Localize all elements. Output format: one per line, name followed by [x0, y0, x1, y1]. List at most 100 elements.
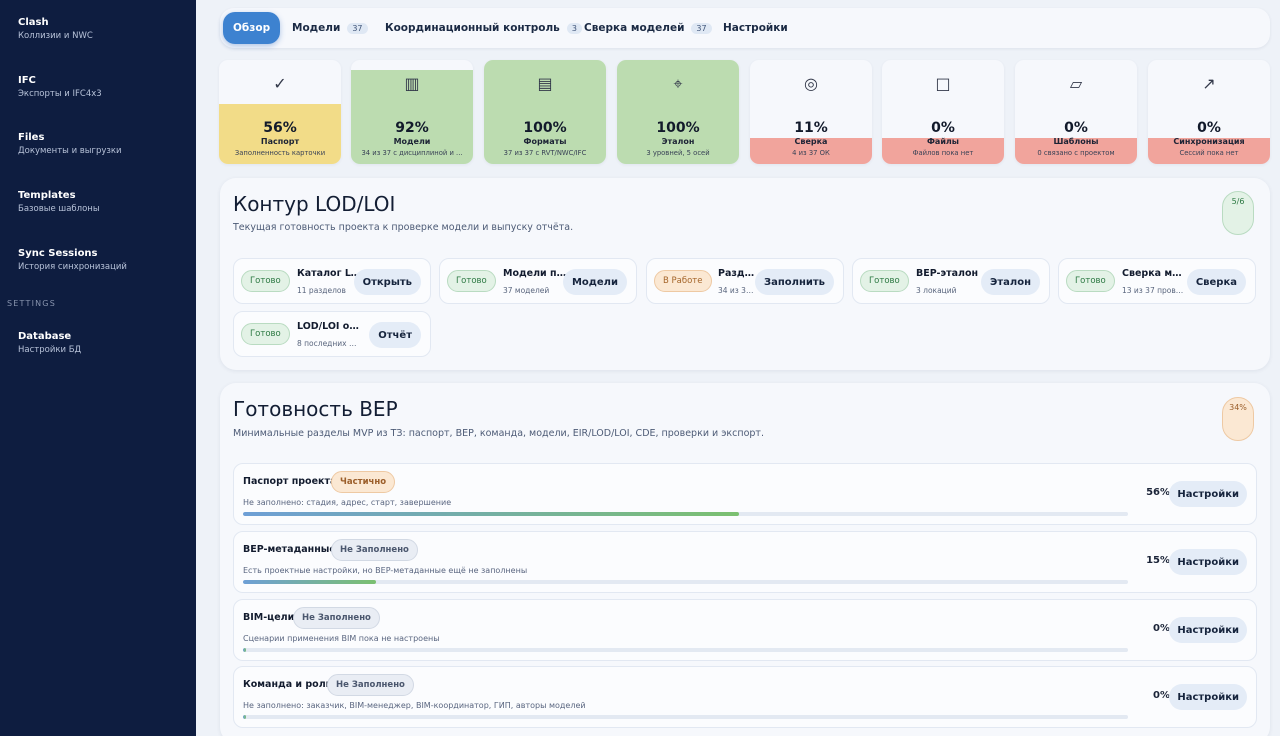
bep-row-bep-metadata: BEP-метаданные Не Заполнено Есть проектн…: [233, 531, 1257, 593]
status-badge: Готово: [860, 270, 909, 292]
lod-card-report: Готово LOD/LOI отчёт 8 последних проверо…: [233, 311, 431, 357]
bep-row-description: Не заполнено: стадия, адрес, старт, заве…: [243, 498, 452, 507]
lod-card-subtitle: 8 последних проверок: [297, 339, 361, 348]
stat-percent: 0%: [931, 120, 955, 136]
sidebar-item-subtitle: Документы и выгрузки: [18, 146, 122, 156]
sidebar-item-title: Sync Sessions: [18, 248, 98, 259]
bep-row-percent: 56%: [1146, 487, 1170, 498]
bep-row-title: Паспорт проекта: [243, 476, 337, 487]
stat-card-passport[interactable]: ✓ 56% Паспорт Заполненность карточки: [219, 60, 341, 164]
lod-card-models: Готово Модели проекта 37 моделей Модели: [439, 258, 637, 304]
stat-label: Файлы: [926, 137, 960, 146]
stat-card-models[interactable]: ▥ 92% Модели 34 из 37 с дисциплиной и ..…: [351, 60, 473, 164]
stat-label: Эталон: [661, 137, 695, 146]
lod-card-subtitle: 3 локаций: [916, 286, 957, 295]
stat-card-comparison[interactable]: ◎ 11% Сверка 4 из 37 ОК: [750, 60, 872, 164]
bep-row-percent: 0%: [1153, 623, 1170, 634]
lod-card-title: Каталог LOD/LOI: [297, 268, 361, 279]
tab-settings[interactable]: Настройки: [713, 12, 798, 44]
stat-card-reference[interactable]: ⌖ 100% Эталон 3 уровней, 5 осей: [617, 60, 739, 164]
bep-row-bim-goals: BIM-цели Не Заполнено Сценарии применени…: [233, 599, 1257, 661]
tab-model-comparison[interactable]: Сверка моделей 37: [574, 12, 722, 44]
settings-button[interactable]: Настройки: [1169, 684, 1247, 710]
stat-description: 3 уровней, 5 осей: [646, 149, 710, 157]
stat-percent: 100%: [523, 120, 567, 136]
stat-card-files[interactable]: □ 0% Файлы Файлов пока нет: [882, 60, 1004, 164]
progress-track: [243, 512, 1128, 516]
progress-track: [243, 648, 1128, 652]
sidebar-item-files[interactable]: Files Документы и выгрузки: [18, 131, 122, 157]
file-icon: □: [935, 74, 951, 93]
stat-card-bottom-fill: [1148, 138, 1270, 164]
open-button[interactable]: Открыть: [353, 269, 421, 295]
stat-card-templates[interactable]: ▱ 0% Шаблоны 0 связано с проектом: [1015, 60, 1137, 164]
stat-percent: 92%: [395, 120, 429, 136]
stat-percent: 11%: [794, 120, 828, 136]
settings-button[interactable]: Настройки: [1169, 481, 1247, 507]
status-badge: Готово: [447, 270, 496, 292]
stat-card-sync[interactable]: ↗ 0% Синхронизация Сессий пока нет: [1148, 60, 1270, 164]
template-icon: ▱: [1069, 74, 1083, 93]
stat-card-bottom-fill: [351, 70, 473, 164]
status-badge: Готово: [1066, 270, 1115, 292]
settings-button[interactable]: Настройки: [1169, 617, 1247, 643]
lod-progress-badge: 5/6: [1222, 191, 1254, 235]
sidebar-item-ifc[interactable]: IFC Экспорты и IFC4x3: [18, 74, 102, 100]
sidebar-item-title: Clash: [18, 17, 49, 28]
status-badge: Готово: [241, 270, 290, 292]
sidebar-item-subtitle: Настройки БД: [18, 345, 82, 355]
progress-track: [243, 715, 1128, 719]
models-button[interactable]: Модели: [562, 269, 627, 295]
sidebar-item-sync-sessions[interactable]: Sync Sessions История синхронизаций: [18, 247, 127, 273]
sync-arrow-icon: ↗: [1202, 74, 1216, 93]
lod-card-subtitle: 34 из 37 с разделом: [718, 286, 758, 295]
status-badge: Частично: [331, 471, 396, 493]
bep-row-title: BIM-цели: [243, 612, 295, 623]
comparison-button[interactable]: Сверка: [1186, 269, 1246, 295]
tab-label: Настройки: [723, 22, 788, 34]
formats-icon: ▤: [537, 74, 553, 93]
tab-overview[interactable]: Обзор: [223, 12, 281, 44]
sidebar-item-subtitle: Коллизии и NWC: [18, 31, 93, 41]
stat-card-bottom-fill: [484, 60, 606, 164]
sidebar-item-title: Files: [18, 132, 45, 143]
stat-description: 34 из 37 с дисциплиной и ...: [361, 149, 463, 157]
lod-card-title: BEP-эталон: [916, 268, 979, 279]
stat-label: Форматы: [523, 137, 567, 146]
sidebar-item-database[interactable]: Database Настройки БД: [18, 330, 81, 356]
lod-card-catalog: Готово Каталог LOD/LOI 11 разделов Откры…: [233, 258, 431, 304]
stat-card-bottom-fill: [219, 104, 341, 164]
tab-label: Координационный контроль: [385, 22, 560, 34]
report-button[interactable]: Отчёт: [369, 322, 421, 348]
sidebar-item-subtitle: Базовые шаблоны: [18, 204, 100, 214]
lod-loi-panel: Контур LOD/LOI Текущая готовность проект…: [220, 178, 1270, 370]
panel-title: Контур LOD/LOI: [233, 192, 396, 216]
tab-models[interactable]: Модели 37: [282, 12, 378, 44]
tab-bar: Обзор Модели 37 Координационный контроль…: [220, 8, 1270, 48]
lod-card-comparison: Готово Сверка моделей 13 из 37 проверено…: [1058, 258, 1256, 304]
stat-card-formats[interactable]: ▤ 100% Форматы 37 из 37 с RVT/NWC/IFC: [484, 60, 606, 164]
tab-coordination-control[interactable]: Координационный контроль 3: [375, 12, 592, 44]
status-badge: Не Заполнено: [331, 539, 418, 561]
stat-description: Файлов пока нет: [912, 149, 974, 157]
sidebar-item-clash[interactable]: Clash Коллизии и NWC: [18, 16, 93, 42]
settings-button[interactable]: Настройки: [1169, 549, 1247, 575]
stat-description: 4 из 37 ОК: [792, 149, 830, 157]
tab-label: Модели: [292, 22, 341, 34]
lod-card-subtitle: 37 моделей: [503, 286, 550, 295]
sidebar-item-templates[interactable]: Templates Базовые шаблоны: [18, 189, 100, 215]
stat-description: 0 связано с проектом: [1037, 149, 1115, 157]
bep-row-percent: 0%: [1153, 690, 1170, 701]
progress-fill: [243, 512, 739, 516]
fill-button[interactable]: Заполнить: [755, 269, 834, 295]
stat-label: Шаблоны: [1053, 137, 1099, 146]
bep-row-title: Команда и роли: [243, 679, 333, 690]
reference-button[interactable]: Эталон: [981, 269, 1040, 295]
bep-row-description: Сценарии применения BIM пока не настроен…: [243, 634, 440, 643]
sidebar-item-title: Templates: [18, 190, 76, 201]
stat-card-bottom-fill: [750, 138, 872, 164]
stat-description: 37 из 37 с RVT/NWC/IFC: [503, 149, 587, 157]
panel-title: Готовность BEP: [233, 397, 398, 421]
lod-card-subtitle: 11 разделов: [297, 286, 346, 295]
lod-card-title: LOD/LOI отчёт: [297, 321, 361, 332]
